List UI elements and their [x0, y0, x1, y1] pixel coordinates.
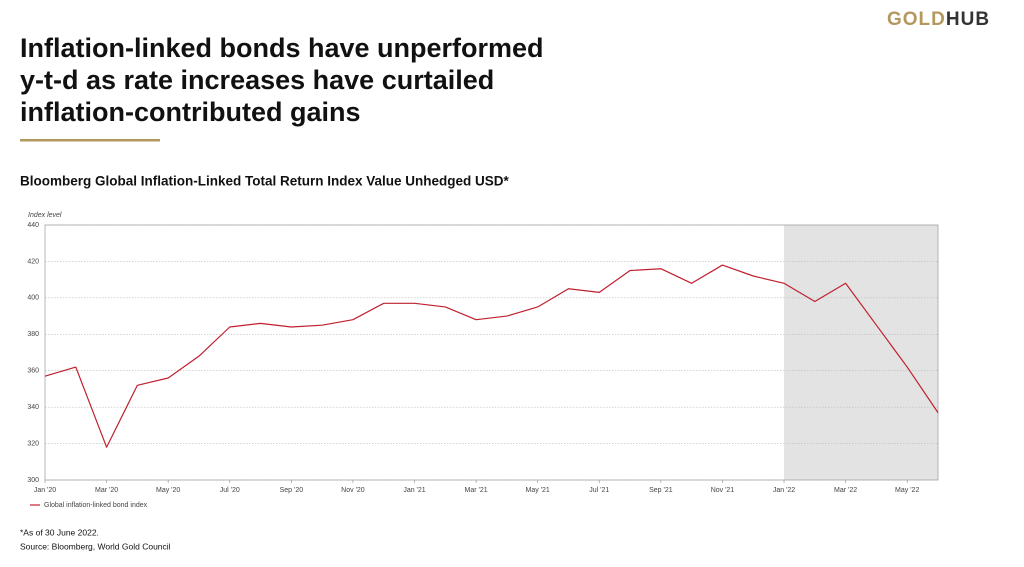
x-tick-label: Jul '21 [589, 487, 609, 494]
x-tick-label: Nov '20 [341, 487, 365, 494]
legend-label: Global inflation-linked bond index [44, 502, 148, 509]
x-tick-label: Mar '20 [95, 487, 118, 494]
title-line: inflation-contributed gains [20, 97, 360, 127]
title-rule [20, 139, 160, 142]
title-line: Inflation-linked bonds have unperformed [20, 33, 544, 63]
y-tick-label: 420 [27, 258, 39, 265]
footnote: *As of 30 June 2022. [20, 527, 99, 537]
y-tick-label: 300 [27, 477, 39, 484]
y-tick-label: 400 [27, 295, 39, 302]
y-axis-label: Index level [28, 212, 62, 219]
x-tick-label: Jul '20 [220, 487, 240, 494]
y-tick-label: 320 [27, 440, 39, 447]
subtitle: Bloomberg Global Inflation-Linked Total … [20, 174, 510, 189]
x-tick-label: Jan '20 [34, 487, 56, 494]
y-tick-label: 380 [27, 331, 39, 338]
x-tick-label: Mar '21 [465, 487, 488, 494]
y-tick-label: 340 [27, 404, 39, 411]
data-line [44, 264, 939, 448]
logo: GOLDHUB [887, 9, 990, 30]
x-tick-label: May '22 [895, 487, 919, 494]
x-tick-label: May '21 [526, 487, 550, 494]
plot-frame [44, 224, 939, 481]
x-tick-label: Jan '22 [773, 487, 795, 494]
y-tick-label: 360 [27, 368, 39, 375]
logo-hub: HUB [946, 9, 990, 30]
title-line: y-t-d as rate increases have curtailed [20, 65, 494, 95]
x-tick-label: Mar '22 [834, 487, 857, 494]
x-tick-label: Nov '21 [711, 487, 735, 494]
x-tick-label: Jan '21 [403, 487, 425, 494]
shaded-period [784, 225, 938, 480]
x-tick-label: May '20 [156, 487, 180, 494]
logo-gold: GOLD [887, 9, 946, 30]
x-tick-label: Sep '21 [649, 487, 673, 494]
y-tick-label: 440 [27, 222, 39, 229]
source: Source: Bloomberg, World Gold Council [20, 541, 171, 551]
x-tick-label: Sep '20 [280, 487, 304, 494]
